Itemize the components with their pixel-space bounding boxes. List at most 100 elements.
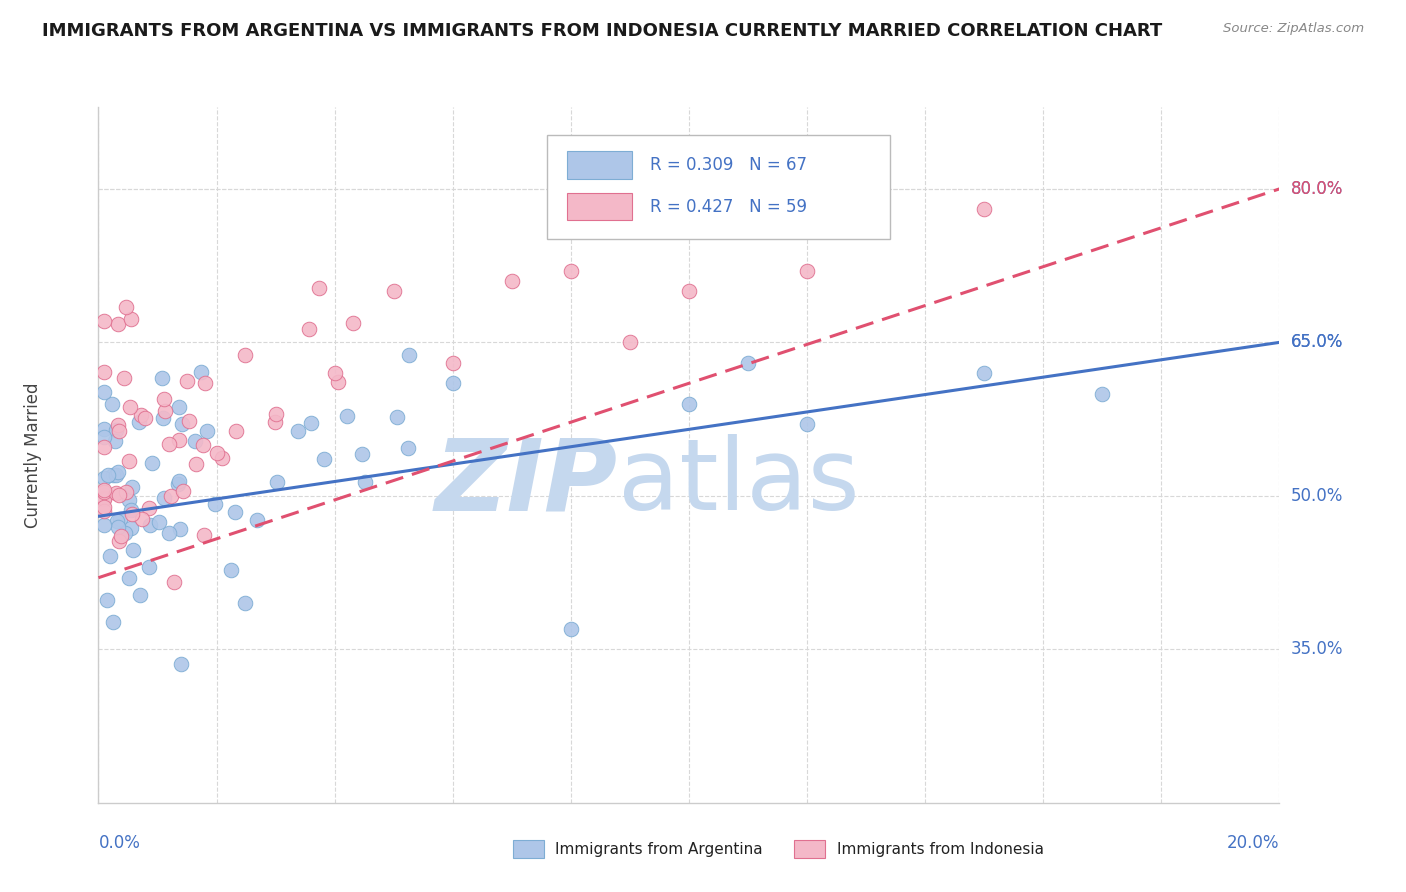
Point — [385, 410, 408, 425]
Text: 80.0%: 80.0% — [1291, 180, 1343, 198]
Point — [153, 491, 176, 506]
Point — [342, 316, 364, 330]
Point — [129, 409, 152, 423]
Point — [737, 356, 759, 370]
Point — [131, 512, 153, 526]
Bar — [567, 151, 633, 178]
Point — [105, 514, 128, 528]
Point — [170, 657, 193, 672]
Point — [264, 415, 287, 429]
Point — [93, 384, 115, 399]
Point — [93, 365, 115, 379]
Point — [796, 264, 818, 278]
Point — [157, 436, 180, 450]
Point — [264, 407, 287, 421]
Text: R = 0.427   N = 59: R = 0.427 N = 59 — [650, 197, 807, 216]
Point — [107, 317, 129, 331]
Point — [160, 489, 183, 503]
Point — [93, 314, 115, 328]
Point — [153, 392, 176, 407]
Point — [93, 485, 115, 500]
Point — [973, 366, 995, 380]
Text: R = 0.309   N = 67: R = 0.309 N = 67 — [650, 156, 807, 174]
Point — [396, 441, 419, 455]
Point — [197, 424, 219, 438]
Point — [93, 491, 115, 506]
Point — [93, 491, 115, 506]
Point — [134, 411, 156, 425]
Point — [382, 284, 405, 298]
Point — [108, 512, 131, 526]
Point — [350, 447, 373, 461]
Point — [225, 424, 247, 438]
Point — [398, 348, 420, 362]
Point — [678, 397, 700, 411]
Point — [326, 376, 349, 390]
Point — [138, 560, 160, 574]
Text: 65.0%: 65.0% — [1291, 334, 1343, 351]
Point — [219, 563, 242, 577]
Point — [93, 500, 115, 514]
Point — [115, 300, 138, 314]
Point — [96, 592, 118, 607]
Point — [205, 446, 228, 460]
Point — [114, 485, 136, 500]
Point — [121, 312, 143, 326]
Point — [973, 202, 995, 217]
Point — [96, 468, 118, 483]
Point — [172, 417, 194, 431]
Point — [193, 528, 215, 542]
Point — [184, 457, 207, 471]
Point — [298, 322, 321, 336]
Point — [118, 400, 141, 414]
Point — [107, 418, 129, 433]
Point — [167, 477, 190, 491]
Point — [308, 281, 330, 295]
Point — [299, 417, 322, 431]
Point — [152, 410, 174, 425]
Point — [169, 400, 191, 414]
Text: 35.0%: 35.0% — [1291, 640, 1343, 658]
Text: IMMIGRANTS FROM ARGENTINA VS IMMIGRANTS FROM INDONESIA CURRENTLY MARRIED CORRELA: IMMIGRANTS FROM ARGENTINA VS IMMIGRANTS … — [42, 22, 1163, 40]
Text: Immigrants from Argentina: Immigrants from Argentina — [555, 842, 763, 856]
Text: 80.0%: 80.0% — [1291, 180, 1343, 198]
Point — [354, 475, 377, 490]
Point — [233, 596, 256, 610]
Point — [441, 356, 464, 370]
Point — [172, 483, 194, 498]
Text: 65.0%: 65.0% — [1291, 334, 1343, 351]
Point — [98, 549, 121, 564]
Point — [105, 423, 128, 437]
Point — [100, 397, 122, 411]
Point — [105, 467, 128, 482]
Text: Currently Married: Currently Married — [24, 382, 42, 528]
Point — [128, 415, 150, 429]
Point — [120, 502, 142, 516]
Point — [183, 434, 205, 449]
Point — [560, 264, 582, 278]
Point — [118, 492, 141, 507]
Point — [93, 504, 115, 518]
Point — [441, 376, 464, 391]
Point — [148, 515, 170, 529]
Point — [139, 518, 162, 533]
Point — [108, 424, 131, 438]
Point — [118, 454, 141, 468]
Point — [122, 542, 145, 557]
Point — [93, 483, 115, 497]
Point — [176, 374, 198, 388]
Point — [138, 500, 160, 515]
Point — [108, 533, 131, 548]
Point — [323, 366, 346, 380]
Point — [157, 526, 180, 541]
Point — [93, 488, 115, 502]
Text: atlas: atlas — [619, 434, 859, 532]
Text: 0.0%: 0.0% — [98, 834, 141, 852]
Point — [167, 474, 190, 488]
Point — [93, 440, 115, 454]
Point — [107, 465, 129, 479]
Text: Source: ZipAtlas.com: Source: ZipAtlas.com — [1223, 22, 1364, 36]
Point — [104, 434, 127, 448]
Point — [93, 471, 115, 485]
Point — [163, 575, 186, 590]
